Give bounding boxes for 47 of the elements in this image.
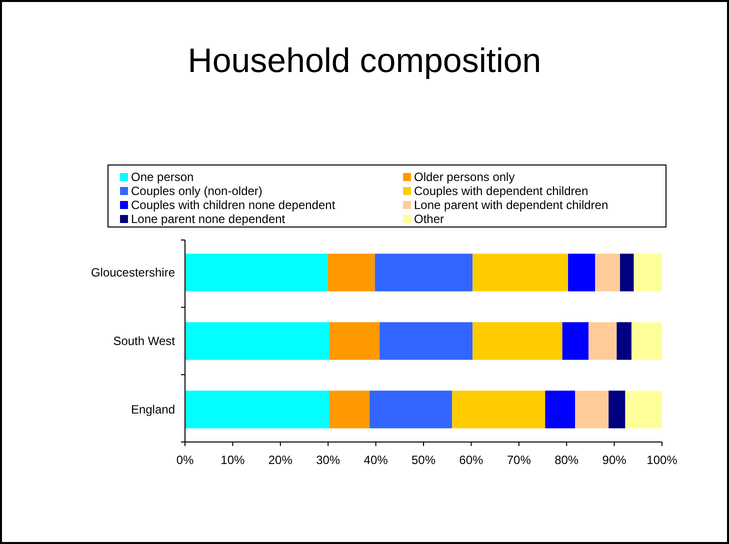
bar	[562, 322, 589, 360]
bar	[575, 390, 609, 428]
x-tick-label: 80%	[554, 453, 579, 467]
x-tick-label: 90%	[602, 453, 627, 467]
x-tick-label: 30%	[316, 453, 340, 467]
bar	[588, 322, 617, 360]
legend-label: Couples with dependent children	[414, 184, 588, 198]
x-tick-label: 20%	[268, 453, 293, 467]
x-tick-label: 10%	[220, 453, 246, 467]
bar	[370, 390, 452, 428]
bar	[185, 254, 328, 292]
legend-label: Lone parent with dependent children	[414, 198, 608, 212]
bar	[631, 322, 662, 360]
x-tick-label: 40%	[364, 453, 388, 467]
bar	[330, 322, 380, 360]
legend-label: Other	[414, 212, 444, 226]
bar	[374, 254, 473, 292]
bar	[634, 254, 662, 292]
y-tick-label: South West	[113, 334, 176, 348]
bar	[472, 254, 568, 292]
bar	[625, 390, 662, 428]
x-tick-label: 50%	[411, 453, 436, 467]
legend-label: One person	[131, 170, 194, 184]
bar	[185, 390, 330, 428]
y-tick-label: England	[130, 402, 175, 416]
bar	[185, 322, 330, 360]
bar	[330, 390, 370, 428]
x-tick-label: 0%	[176, 453, 194, 467]
y-tick-label: Gloucestershire	[90, 266, 176, 280]
x-tick-label: 70%	[506, 453, 532, 467]
bar	[620, 254, 634, 292]
x-tick-label: 60%	[459, 453, 484, 467]
x-tick-label: 100%	[646, 453, 678, 467]
legend-label: Older persons only	[414, 170, 515, 184]
bar	[608, 390, 626, 428]
legend-label: Couples with children none dependent	[131, 198, 336, 212]
bar	[616, 322, 632, 360]
bar	[472, 322, 562, 360]
bar	[545, 390, 576, 428]
chart-title: Household composition	[188, 42, 542, 80]
bar	[568, 254, 596, 292]
bar	[328, 254, 375, 292]
legend-label: Lone parent none dependent	[131, 212, 286, 226]
legend-label: Couples only (non-older)	[131, 184, 262, 198]
bar	[380, 322, 473, 360]
bar	[595, 254, 620, 292]
bar	[452, 390, 546, 428]
